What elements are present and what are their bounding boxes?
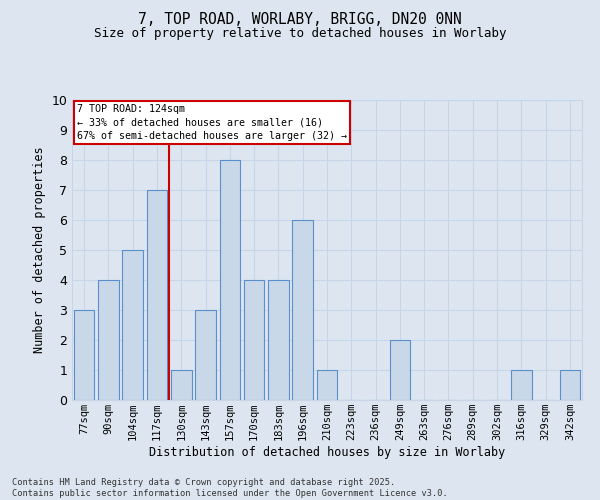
Bar — [268, 280, 289, 400]
Bar — [122, 250, 143, 400]
Bar — [317, 370, 337, 400]
Y-axis label: Number of detached properties: Number of detached properties — [33, 146, 46, 354]
Bar — [389, 340, 410, 400]
Bar — [560, 370, 580, 400]
Text: 7 TOP ROAD: 124sqm
← 33% of detached houses are smaller (16)
67% of semi-detache: 7 TOP ROAD: 124sqm ← 33% of detached hou… — [77, 104, 347, 141]
Bar — [220, 160, 240, 400]
Bar — [74, 310, 94, 400]
Bar — [171, 370, 191, 400]
Bar — [146, 190, 167, 400]
Bar — [244, 280, 265, 400]
Bar — [292, 220, 313, 400]
Bar — [98, 280, 119, 400]
X-axis label: Distribution of detached houses by size in Worlaby: Distribution of detached houses by size … — [149, 446, 505, 459]
Text: Size of property relative to detached houses in Worlaby: Size of property relative to detached ho… — [94, 28, 506, 40]
Bar — [195, 310, 216, 400]
Text: 7, TOP ROAD, WORLABY, BRIGG, DN20 0NN: 7, TOP ROAD, WORLABY, BRIGG, DN20 0NN — [138, 12, 462, 28]
Text: Contains HM Land Registry data © Crown copyright and database right 2025.
Contai: Contains HM Land Registry data © Crown c… — [12, 478, 448, 498]
Bar — [511, 370, 532, 400]
